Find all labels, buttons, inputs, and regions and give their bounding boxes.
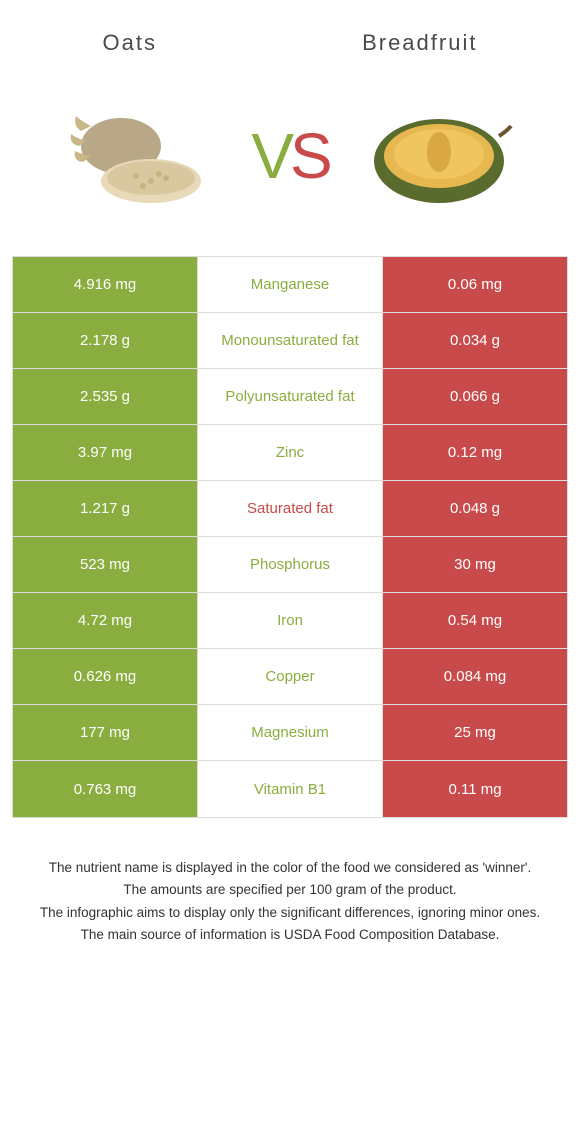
nutrient-label: Saturated fat xyxy=(198,481,383,536)
nutrient-label: Vitamin B1 xyxy=(198,761,383,817)
nutrient-label: Magnesium xyxy=(198,705,383,760)
table-row: 2.535 gPolyunsaturated fat0.066 g xyxy=(13,369,567,425)
right-value: 25 mg xyxy=(383,705,567,760)
vs-s: S xyxy=(290,120,329,192)
vs-label: VS xyxy=(251,119,328,193)
table-row: 3.97 mgZinc0.12 mg xyxy=(13,425,567,481)
table-row: 0.763 mgVitamin B10.11 mg xyxy=(13,761,567,817)
right-value: 0.034 g xyxy=(383,313,567,368)
left-value: 2.535 g xyxy=(13,369,198,424)
table-row: 4.916 mgManganese0.06 mg xyxy=(13,257,567,313)
oats-image xyxy=(61,96,221,216)
right-value: 0.048 g xyxy=(383,481,567,536)
table-row: 177 mgMagnesium25 mg xyxy=(13,705,567,761)
footer-line: The infographic aims to display only the… xyxy=(22,903,558,923)
nutrient-label: Iron xyxy=(198,593,383,648)
nutrient-label: Manganese xyxy=(198,257,383,312)
comparison-table: 4.916 mgManganese0.06 mg2.178 gMonounsat… xyxy=(12,256,568,818)
left-value: 177 mg xyxy=(13,705,198,760)
left-value: 3.97 mg xyxy=(13,425,198,480)
table-row: 4.72 mgIron0.54 mg xyxy=(13,593,567,649)
left-value: 4.916 mg xyxy=(13,257,198,312)
footer-notes: The nutrient name is displayed in the co… xyxy=(22,858,558,945)
left-value: 0.626 mg xyxy=(13,649,198,704)
left-value: 4.72 mg xyxy=(13,593,198,648)
table-row: 523 mgPhosphorus30 mg xyxy=(13,537,567,593)
nutrient-label: Monounsaturated fat xyxy=(198,313,383,368)
nutrient-label: Zinc xyxy=(198,425,383,480)
breadfruit-image xyxy=(359,96,519,216)
right-value: 30 mg xyxy=(383,537,567,592)
right-value: 0.06 mg xyxy=(383,257,567,312)
right-value: 0.066 g xyxy=(383,369,567,424)
left-value: 523 mg xyxy=(13,537,198,592)
nutrient-label: Phosphorus xyxy=(198,537,383,592)
right-value: 0.084 mg xyxy=(383,649,567,704)
left-value: 1.217 g xyxy=(13,481,198,536)
footer-line: The main source of information is USDA F… xyxy=(22,925,558,945)
right-value: 0.54 mg xyxy=(383,593,567,648)
right-value: 0.11 mg xyxy=(383,761,567,817)
table-row: 0.626 mgCopper0.084 mg xyxy=(13,649,567,705)
title-left: Oats xyxy=(103,30,157,56)
nutrient-label: Polyunsaturated fat xyxy=(198,369,383,424)
hero: VS xyxy=(0,76,580,256)
vs-v: V xyxy=(251,120,290,192)
right-value: 0.12 mg xyxy=(383,425,567,480)
footer-line: The nutrient name is displayed in the co… xyxy=(22,858,558,878)
table-row: 1.217 gSaturated fat0.048 g xyxy=(13,481,567,537)
footer-line: The amounts are specified per 100 gram o… xyxy=(22,880,558,900)
left-value: 0.763 mg xyxy=(13,761,198,817)
header: Oats Breadfruit xyxy=(0,0,580,76)
table-row: 2.178 gMonounsaturated fat0.034 g xyxy=(13,313,567,369)
title-right: Breadfruit xyxy=(362,30,477,56)
left-value: 2.178 g xyxy=(13,313,198,368)
nutrient-label: Copper xyxy=(198,649,383,704)
